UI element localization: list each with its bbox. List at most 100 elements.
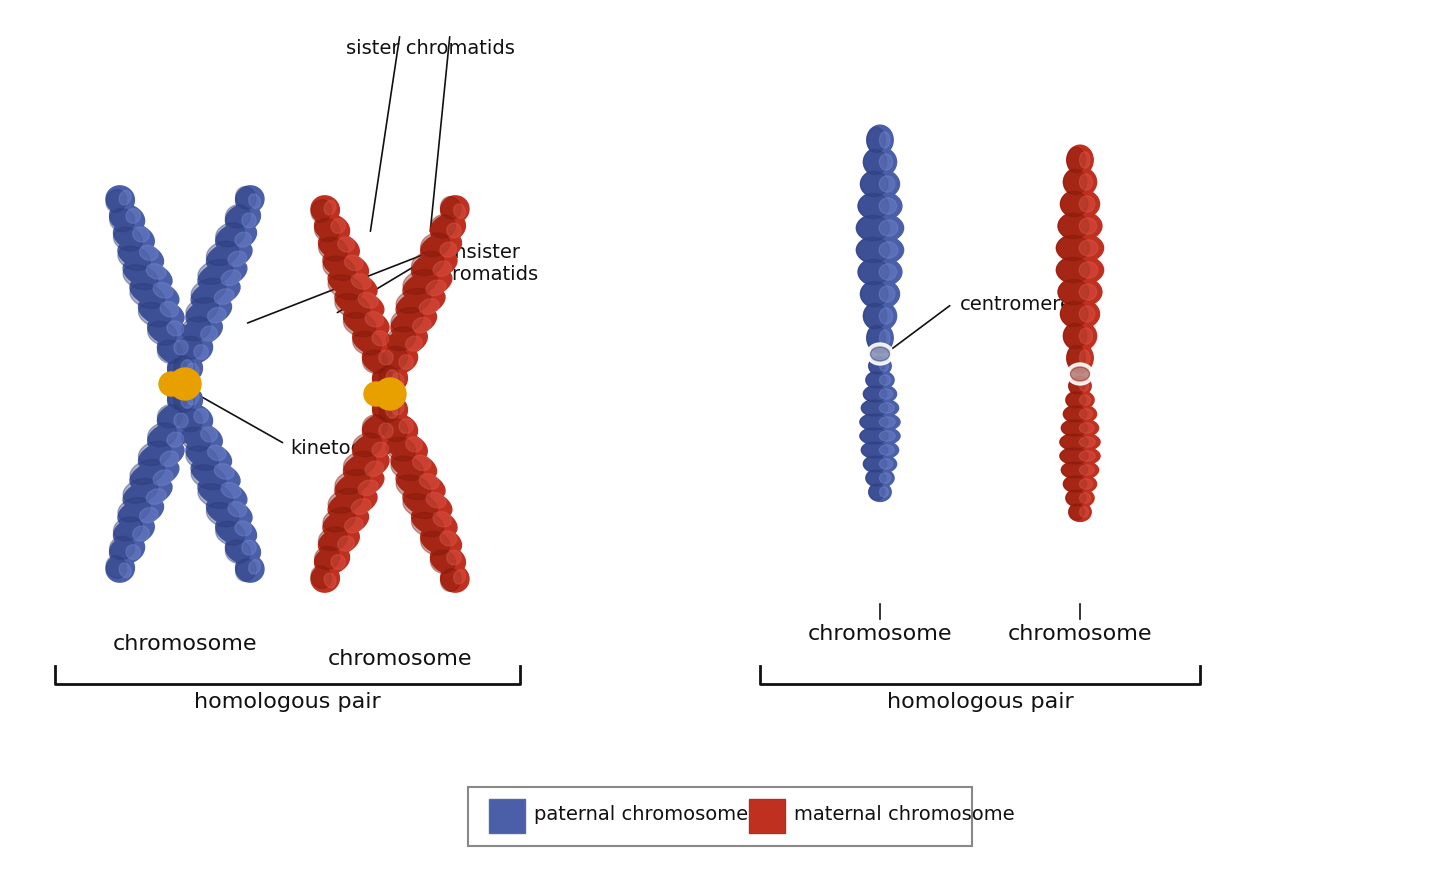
Ellipse shape [1080,174,1093,190]
Ellipse shape [226,204,261,232]
Ellipse shape [186,297,232,327]
Ellipse shape [114,517,143,541]
Ellipse shape [187,363,199,377]
Text: sister chromatids: sister chromatids [346,39,514,58]
Ellipse shape [167,432,184,447]
Ellipse shape [114,223,154,252]
Ellipse shape [392,373,405,387]
Ellipse shape [864,385,897,403]
Ellipse shape [157,336,193,364]
Ellipse shape [331,554,346,569]
Ellipse shape [880,459,893,469]
Ellipse shape [867,343,893,365]
Ellipse shape [1058,211,1102,240]
Ellipse shape [880,473,891,484]
Ellipse shape [353,432,393,461]
Ellipse shape [441,196,469,223]
Ellipse shape [446,550,461,565]
Ellipse shape [242,213,256,228]
Ellipse shape [206,502,239,527]
Ellipse shape [386,326,428,355]
Ellipse shape [207,308,226,323]
Ellipse shape [864,454,897,474]
Ellipse shape [861,442,887,458]
Ellipse shape [420,526,461,555]
Ellipse shape [433,512,452,527]
Ellipse shape [1060,299,1100,329]
Ellipse shape [353,332,382,355]
Ellipse shape [122,478,157,503]
Ellipse shape [109,204,144,232]
Ellipse shape [420,232,449,256]
Ellipse shape [396,475,431,499]
Ellipse shape [392,400,405,415]
Ellipse shape [864,386,887,402]
Ellipse shape [122,478,171,509]
Ellipse shape [861,281,888,307]
Ellipse shape [118,240,164,271]
Ellipse shape [344,255,363,271]
Ellipse shape [114,227,143,251]
Ellipse shape [412,317,431,332]
Ellipse shape [864,149,887,175]
Ellipse shape [120,190,131,205]
Ellipse shape [439,242,456,257]
Ellipse shape [1079,196,1094,212]
Ellipse shape [226,540,251,563]
Circle shape [168,368,202,400]
Ellipse shape [420,531,449,555]
Ellipse shape [186,441,232,471]
Ellipse shape [1061,462,1087,478]
Ellipse shape [441,565,469,592]
Ellipse shape [379,400,399,423]
Text: homologous pair: homologous pair [194,692,380,712]
Ellipse shape [359,293,379,308]
Ellipse shape [177,404,213,432]
Ellipse shape [373,365,400,392]
Ellipse shape [426,280,446,295]
Text: chromosome: chromosome [328,649,472,669]
Ellipse shape [861,399,899,417]
Ellipse shape [353,326,393,355]
Ellipse shape [153,283,173,298]
Ellipse shape [390,456,423,480]
Ellipse shape [860,414,888,430]
Ellipse shape [125,545,140,560]
Ellipse shape [351,274,372,289]
Ellipse shape [167,359,189,381]
Ellipse shape [1079,240,1097,256]
Ellipse shape [1066,392,1086,408]
Ellipse shape [148,423,189,452]
Ellipse shape [236,555,264,583]
Ellipse shape [363,350,387,373]
Ellipse shape [318,232,360,262]
Ellipse shape [864,301,897,331]
Ellipse shape [359,480,379,496]
Ellipse shape [880,176,894,192]
Ellipse shape [344,312,376,337]
Ellipse shape [1060,448,1089,464]
Ellipse shape [118,246,150,271]
Ellipse shape [148,316,189,346]
Text: chromosome: chromosome [1008,624,1152,644]
Ellipse shape [180,394,193,408]
Ellipse shape [122,265,157,290]
Ellipse shape [167,385,196,413]
Ellipse shape [386,438,415,461]
Ellipse shape [880,389,893,400]
Ellipse shape [236,186,264,213]
Ellipse shape [328,275,363,300]
Ellipse shape [880,361,888,371]
Ellipse shape [194,408,209,423]
Ellipse shape [399,419,413,433]
Ellipse shape [236,559,256,582]
Ellipse shape [181,427,210,451]
Ellipse shape [1079,262,1097,278]
Ellipse shape [865,372,886,388]
Ellipse shape [363,414,397,442]
Ellipse shape [222,270,240,286]
Ellipse shape [1063,476,1087,492]
Ellipse shape [331,218,346,233]
Ellipse shape [386,404,397,418]
Ellipse shape [197,484,232,508]
